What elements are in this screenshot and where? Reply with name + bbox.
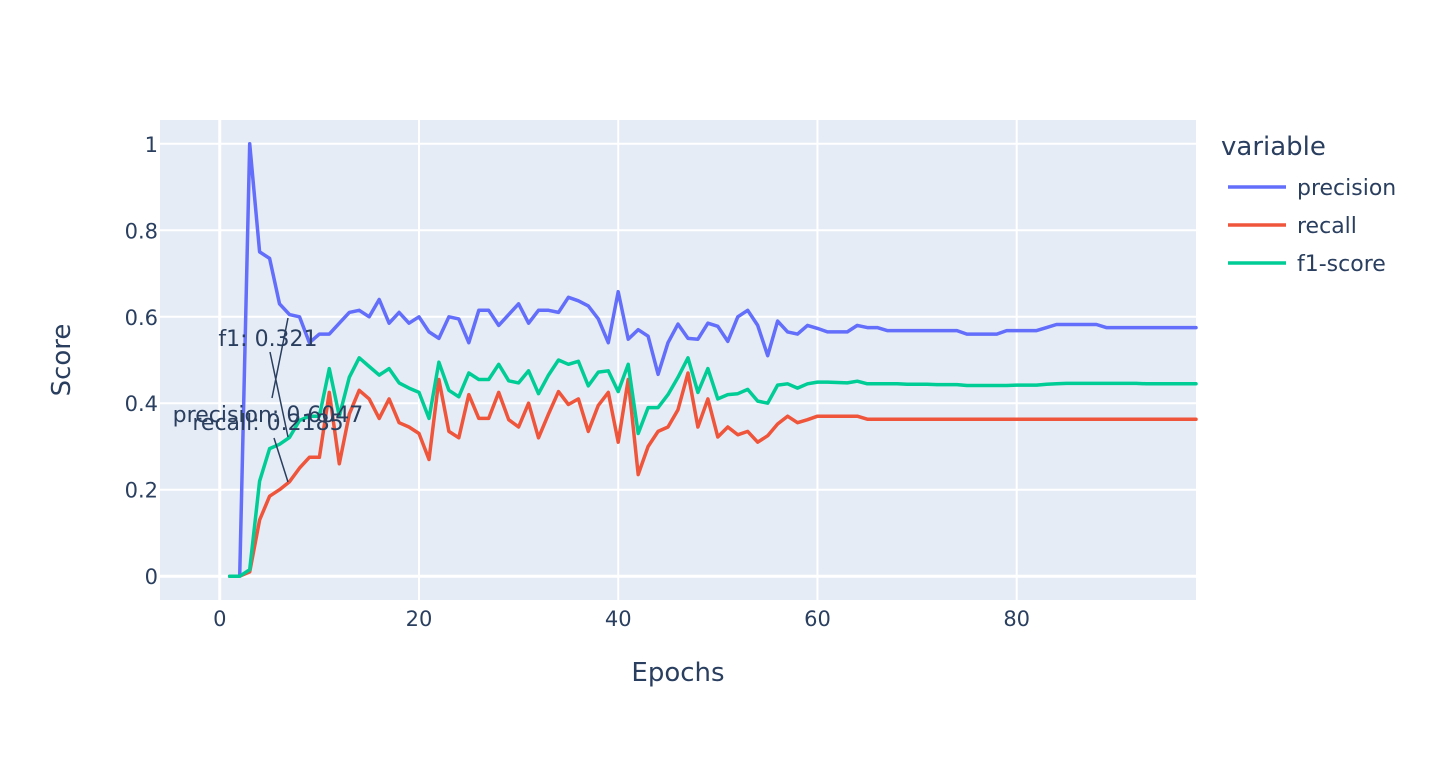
- x-tick-label: 40: [605, 607, 632, 631]
- y-gridlines: [160, 142, 1196, 578]
- x-tick-label: 0: [213, 607, 226, 631]
- series-line-recall: [227, 371, 1198, 578]
- series-line-precision: [227, 142, 1198, 578]
- series-line-f1-score: [227, 356, 1198, 578]
- y-axis-title: Score: [47, 324, 77, 397]
- annotation-label: f1: 0.321: [218, 327, 317, 352]
- y-tick-label: 0.2: [125, 479, 158, 503]
- plot-background: [160, 120, 1196, 600]
- y-tick-labels: 0 0.2 0.4 0.6 0.8 1: [125, 133, 158, 589]
- x-tick-label: 60: [804, 607, 831, 631]
- x-tick-label: 80: [1003, 607, 1030, 631]
- x-tick-label: 20: [406, 607, 433, 631]
- annotation-arrow: [269, 351, 289, 438]
- y-tick-label: 0.8: [125, 219, 158, 243]
- x-axis-title: Epochs: [631, 658, 724, 688]
- y-tick-label: 1: [145, 133, 158, 157]
- legend: variable precision recall f1-score: [1221, 132, 1396, 277]
- legend-title: variable: [1221, 132, 1326, 162]
- legend-label-recall: recall: [1297, 214, 1357, 239]
- y-tick-label: 0.4: [125, 392, 158, 416]
- legend-label-f1-score: f1-score: [1297, 252, 1386, 277]
- legend-label-precision: precision: [1297, 176, 1396, 201]
- x-gridlines: [218, 120, 1018, 600]
- annotation-arrow: [271, 317, 289, 399]
- annotation-label: recall: 0.2185: [192, 411, 343, 436]
- legend-items: precision recall f1-score: [1228, 176, 1396, 277]
- y-tick-label: 0: [145, 565, 158, 589]
- series-lines: [227, 142, 1198, 578]
- annotation-label: precision: 0.6047: [173, 403, 364, 428]
- y-tick-label: 0.6: [125, 306, 158, 330]
- x-tick-labels: 0 20 40 60 80: [213, 607, 1030, 631]
- annotation-arrow: [273, 437, 289, 483]
